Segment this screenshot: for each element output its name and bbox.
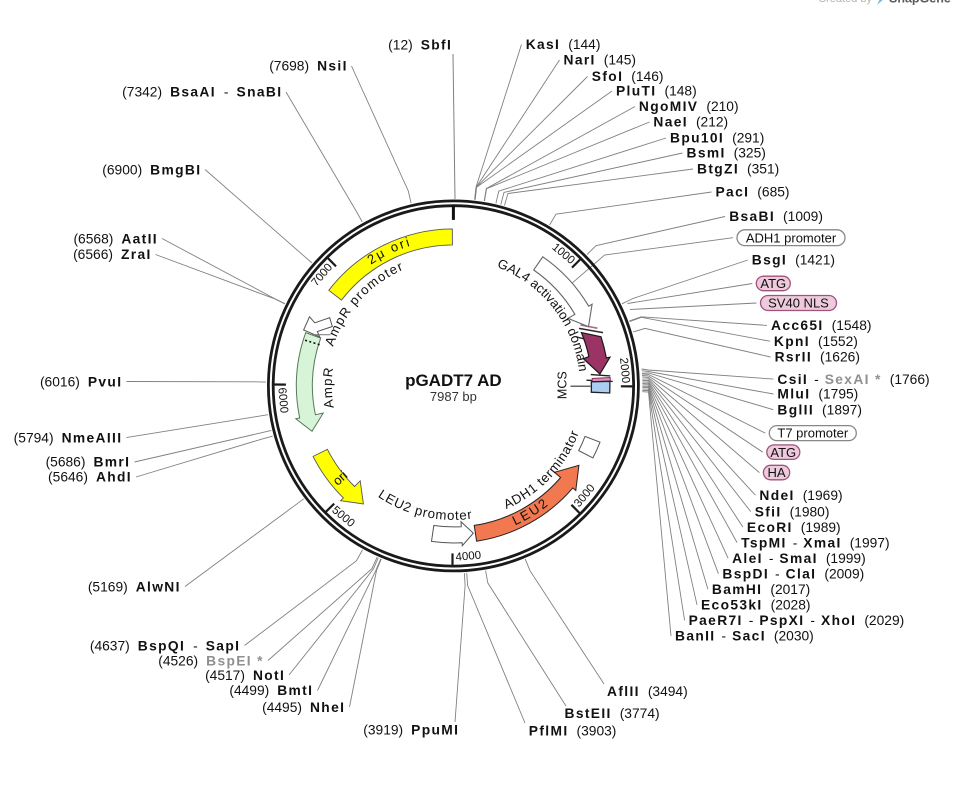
svg-text:Acc65I(1548): Acc65I(1548) (771, 318, 871, 333)
svg-text:T7 promoter: T7 promoter (777, 426, 848, 441)
svg-text:Bpu10I(291): Bpu10I(291) (670, 131, 764, 146)
svg-text:(3919)PpuMI: (3919)PpuMI (363, 723, 459, 738)
svg-text:AleI-SmaI(1999): AleI-SmaI(1999) (732, 551, 866, 566)
svg-text:TspMI-XmaI(1997): TspMI-XmaI(1997) (741, 535, 889, 550)
svg-text:MCS: MCS (555, 371, 569, 399)
svg-text:MluI(1795): MluI(1795) (777, 387, 858, 402)
svg-text:ATG: ATG (770, 445, 796, 460)
svg-text:BanII-SacI(2030): BanII-SacI(2030) (675, 629, 814, 644)
svg-text:Eco53kI(2028): Eco53kI(2028) (701, 598, 811, 613)
svg-text:SnapGene: SnapGene (889, 0, 951, 6)
svg-text:6000: 6000 (275, 387, 289, 414)
svg-text:(4526)BspEI *: (4526)BspEI * (158, 653, 264, 668)
svg-text:BspDI-ClaI(2009): BspDI-ClaI(2009) (722, 566, 864, 581)
svg-text:AflII(3494): AflII(3494) (607, 684, 688, 699)
svg-text:(6566)ZraI: (6566)ZraI (73, 247, 152, 262)
svg-text:HA: HA (767, 465, 785, 480)
svg-text:NgoMIV(210): NgoMIV(210) (639, 99, 739, 114)
svg-text:(7342)BsaAI-SnaBI: (7342)BsaAI-SnaBI (122, 85, 282, 100)
svg-text:(5794)NmeAIII: (5794)NmeAIII (14, 431, 123, 446)
svg-text:pGADT7 AD: pGADT7 AD (405, 371, 502, 390)
svg-text:CsiI-SexAI *(1766): CsiI-SexAI *(1766) (777, 372, 929, 387)
svg-text:Created by: Created by (818, 0, 872, 5)
svg-text:ATG: ATG (760, 276, 786, 291)
svg-text:2000: 2000 (617, 357, 631, 384)
svg-text:(12)SbfI: (12)SbfI (388, 38, 452, 53)
svg-text:(7698)NsiI: (7698)NsiI (269, 59, 348, 74)
svg-text:AmpR: AmpR (320, 366, 337, 410)
svg-text:PaeR7I-PspXI-XhoI(2029): PaeR7I-PspXI-XhoI(2029) (689, 613, 905, 628)
svg-text:(4637)BspQI-SapI: (4637)BspQI-SapI (90, 638, 240, 653)
svg-text:BamHI(2017): BamHI(2017) (712, 582, 810, 597)
svg-text:ADH1 promoter: ADH1 promoter (746, 230, 837, 245)
svg-text:SfiI(1980): SfiI(1980) (755, 504, 830, 519)
svg-text:SV40 NLS: SV40 NLS (768, 296, 829, 311)
svg-text:PluTI(148): PluTI(148) (616, 84, 697, 99)
svg-text:(6900)BmgBI: (6900)BmgBI (102, 162, 201, 177)
svg-text:4000: 4000 (455, 550, 482, 564)
svg-text:7987 bp: 7987 bp (430, 389, 477, 404)
svg-text:BtgZI(351): BtgZI(351) (697, 162, 779, 177)
